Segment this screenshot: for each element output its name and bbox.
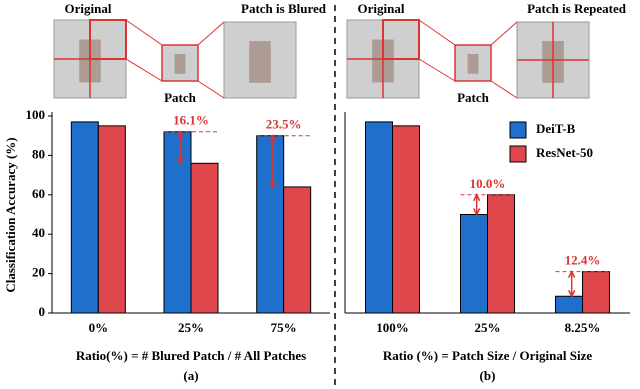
bar <box>365 121 393 314</box>
gap-label: 12.4% <box>565 253 601 268</box>
connector <box>490 80 518 99</box>
y-tick-label: 80 <box>32 146 45 161</box>
y-tick-label: 100 <box>26 107 46 122</box>
image-label: Patch <box>164 90 197 105</box>
legend-label: ResNet-50 <box>536 145 593 160</box>
image-subject <box>249 41 271 83</box>
image-label: Patch is Repeated <box>527 1 627 16</box>
connector <box>418 58 456 82</box>
bar <box>70 121 99 314</box>
x-tick-label: 25% <box>178 320 204 335</box>
bar <box>283 186 312 314</box>
patch-frame <box>161 44 199 82</box>
x-axis-label: Ratio(%) = # Blured Patch / # All Patche… <box>76 348 306 363</box>
arrow-head <box>176 130 184 165</box>
bar <box>582 271 610 314</box>
image-label: Original <box>358 1 405 16</box>
patch-highlight <box>382 19 420 60</box>
connector <box>490 21 518 46</box>
bar <box>460 214 488 314</box>
arrow-head <box>473 193 481 217</box>
patch-highlight <box>89 19 127 60</box>
x-tick-label: 25% <box>475 320 501 335</box>
x-tick-label: 100% <box>376 320 409 335</box>
caption: (a) <box>183 368 198 383</box>
bar <box>555 295 583 314</box>
gap-label: 10.0% <box>470 176 506 191</box>
y-tick-label: 60 <box>32 186 45 201</box>
bar <box>97 125 126 314</box>
image-label: Original <box>65 1 112 16</box>
arrow-head <box>568 269 576 298</box>
bar <box>392 125 420 314</box>
bar <box>163 131 192 314</box>
gap-label: 23.5% <box>266 117 302 132</box>
image-subject <box>174 54 186 74</box>
patch-frame <box>454 44 492 82</box>
connector <box>418 19 456 46</box>
legend-swatch <box>509 121 527 139</box>
legend-swatch <box>509 145 527 163</box>
y-tick-label: 20 <box>32 265 45 280</box>
y-tick-label: 0 <box>39 304 46 319</box>
y-axis-label: Classification Accuracy (%) <box>3 137 18 292</box>
image-label: Patch is Blured <box>241 1 327 16</box>
bar <box>256 135 285 314</box>
legend-label: DeiT-B <box>536 121 576 136</box>
connector <box>125 58 163 82</box>
image-subject <box>467 54 479 74</box>
y-tick-label: 40 <box>32 225 45 240</box>
caption: (b) <box>480 368 496 383</box>
gap-label: 16.1% <box>173 113 209 128</box>
connector <box>197 80 225 99</box>
x-tick-label: 75% <box>271 320 297 335</box>
x-tick-label: 0% <box>89 320 109 335</box>
bar <box>487 194 515 314</box>
x-axis-label: Ratio (%) = Patch Size / Original Size <box>383 348 592 363</box>
connector <box>197 21 225 46</box>
bar <box>190 162 219 314</box>
image-label: Patch <box>457 90 490 105</box>
x-tick-label: 8.25% <box>565 320 601 335</box>
connector <box>125 19 163 46</box>
arrow-head <box>269 134 277 189</box>
